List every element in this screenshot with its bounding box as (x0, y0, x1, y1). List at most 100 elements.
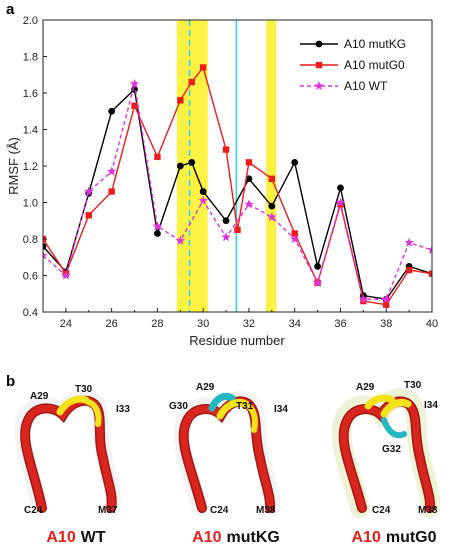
data-point (428, 270, 432, 277)
residue-label: I34 (274, 404, 288, 415)
data-point (291, 158, 299, 166)
data-point (108, 107, 116, 115)
structure-wt: A29 T30 I33 C24 M37 A10 WT (14, 384, 130, 546)
data-point (221, 232, 231, 242)
ribbon-segment-yellow (216, 399, 250, 420)
reference-lines (188, 20, 238, 312)
data-point (84, 186, 94, 196)
data-point (43, 242, 47, 250)
data-point (312, 277, 323, 287)
x-axis-ticks: 24 26 28 30 32 34 36 38 40 (42, 308, 438, 330)
residue-label: C24 (372, 505, 391, 516)
x-tick-label: 32 (243, 318, 255, 330)
data-point (108, 188, 115, 195)
residue-label: I33 (116, 404, 130, 415)
residue-label: G30 (169, 401, 188, 412)
data-point (383, 301, 390, 308)
data-point (314, 81, 324, 91)
data-point (358, 294, 369, 304)
y-tick-label: 1.8 (23, 52, 38, 64)
data-point (244, 199, 254, 209)
data-point (337, 184, 344, 192)
data-point (268, 175, 276, 182)
residue-label: T30 (404, 380, 422, 391)
residue-label: C24 (24, 505, 43, 516)
structure-mutkg: A29 G30 T31 I34 C24 M38 A10 mutKG (169, 382, 288, 546)
y-axis-ticks: 0.4 0.6 0.8 1.0 1.2 1.4 1.6 1.8 2.0 (23, 15, 47, 319)
highlight-band (266, 20, 277, 312)
panel-a-label: a (6, 1, 15, 18)
x-tick-label: 26 (106, 318, 118, 330)
data-point (154, 230, 161, 237)
residue-label: G32 (382, 444, 401, 455)
legend-label: A10 WT (344, 79, 388, 93)
residue-label: M38 (418, 505, 438, 516)
ribbon-segment-cyan (208, 392, 236, 412)
structure-caption: A10 mutKG (192, 529, 280, 546)
legend-label: A10 mutG0 (344, 58, 405, 72)
data-point (268, 202, 276, 210)
y-tick-label: 1.4 (23, 125, 38, 137)
residue-label: M38 (256, 505, 276, 516)
legend-label: A10 mutKG (344, 37, 406, 51)
y-tick-label: 1.0 (23, 198, 38, 210)
x-axis-title: Residue number (189, 333, 285, 348)
ribbon-segment-cyan (381, 417, 407, 439)
data-point (177, 97, 184, 104)
series-a10-mutg0 (43, 64, 432, 308)
data-point (222, 217, 230, 225)
data-point (131, 102, 138, 109)
residue-label: M37 (98, 505, 118, 516)
data-point (222, 146, 230, 153)
ribbon-segment-yellow (364, 394, 396, 410)
residue-label: C24 (210, 505, 229, 516)
x-tick-label: 38 (380, 318, 392, 330)
data-point (85, 212, 92, 219)
data-point (245, 159, 253, 166)
series-line (43, 65, 432, 306)
panel-b-label: b (6, 373, 15, 390)
data-point (289, 234, 300, 244)
data-point (314, 262, 321, 270)
ribbon-segment-yellow (85, 399, 102, 427)
data-point (129, 78, 140, 88)
ribbon-segment-yellow (380, 398, 412, 418)
x-tick-label: 30 (197, 318, 209, 330)
structure-mutg0: A29 T30 I34 G32 C24 M38 A10 mutG0 (331, 380, 441, 546)
y-axis-title: RMSF (Å) (6, 137, 21, 195)
series-line (43, 83, 432, 300)
data-point (152, 221, 163, 231)
data-point (61, 270, 71, 280)
y-tick-label: 0.8 (23, 234, 38, 246)
structure-caption: A10 WT (46, 529, 105, 546)
residue-label: T31 (236, 401, 254, 412)
data-point (199, 64, 207, 71)
residue-label: A29 (356, 382, 375, 393)
residue-label: A29 (30, 391, 49, 402)
y-tick-label: 0.4 (23, 307, 38, 319)
data-point (154, 153, 161, 161)
residue-label: A29 (196, 382, 215, 393)
data-point (315, 61, 323, 69)
data-point (291, 230, 298, 237)
x-tick-label: 34 (289, 318, 301, 330)
data-point (106, 166, 117, 176)
data-point (405, 266, 413, 274)
rmsf-line-chart: 24 26 28 30 32 34 36 38 40 0.4 0.6 0.8 1.0 1.2 1.4 1.6… (6, 15, 438, 348)
series-a10-wt (43, 78, 432, 304)
data-point (198, 195, 208, 205)
data-point (188, 158, 196, 166)
data-point (43, 250, 48, 260)
ribbon-segment-yellow (244, 402, 258, 433)
data-point (234, 226, 241, 234)
legend: A10 mutKG A10 mutG0 A10 WT (300, 37, 406, 93)
y-tick-label: 1.2 (23, 161, 38, 173)
series-a10-mutkg (43, 85, 432, 303)
residue-label: T30 (75, 384, 93, 395)
data-point (176, 162, 184, 170)
y-tick-label: 1.6 (23, 88, 38, 100)
data-point (404, 237, 414, 247)
x-tick-label: 28 (151, 318, 163, 330)
data-point (315, 40, 323, 48)
